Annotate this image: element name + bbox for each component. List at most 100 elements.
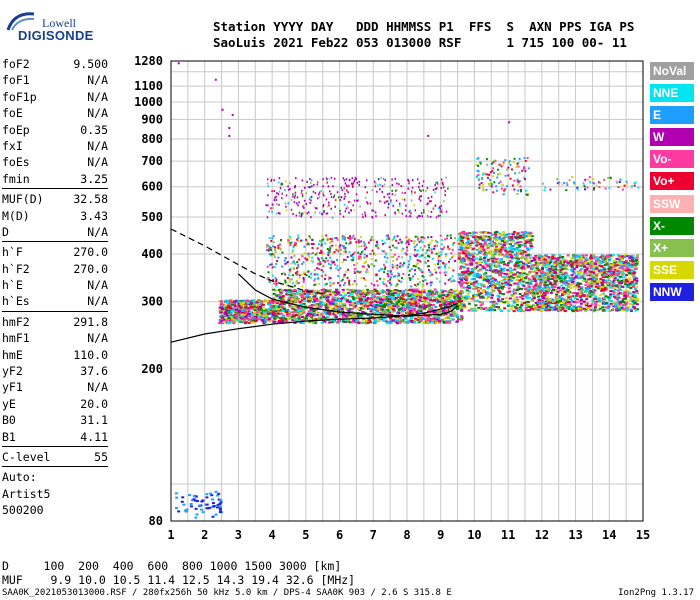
echo-point [497, 283, 501, 286]
echo-point [520, 277, 524, 280]
echo-point [571, 279, 575, 282]
echo-point [556, 301, 560, 304]
echo-point [547, 258, 551, 261]
param-row: foF2 9.500 [2, 56, 108, 72]
echo-point [459, 303, 463, 306]
echo-point [219, 321, 223, 324]
echo-point [630, 299, 634, 302]
echo-point [363, 299, 367, 302]
echo-point [341, 314, 345, 317]
echo-point [509, 277, 513, 280]
echo-point [499, 251, 503, 254]
echo-point [629, 255, 633, 258]
echo-point [554, 305, 558, 308]
echo-point [544, 309, 548, 312]
echo-point [308, 315, 312, 318]
echo-point [465, 277, 469, 280]
echo-point [299, 312, 303, 315]
echo-point [218, 300, 222, 303]
echo-point [291, 300, 295, 303]
echo-point [595, 274, 599, 277]
echo-point [561, 308, 565, 311]
echo-point [541, 305, 545, 308]
echo-point [457, 257, 461, 260]
echo-point [500, 246, 504, 249]
param-divider [2, 188, 108, 190]
echo-point [281, 319, 285, 322]
echo-point [529, 232, 533, 235]
echo-point [343, 297, 347, 300]
echo-point [411, 319, 415, 322]
echo-point [490, 275, 494, 278]
echo-point [602, 272, 606, 275]
echo-point [406, 302, 410, 305]
echo-point [547, 301, 551, 304]
echo-point [592, 291, 596, 294]
echo-point [600, 272, 604, 275]
echo-point [297, 317, 301, 320]
echo-point [506, 304, 510, 307]
echo-point [597, 304, 601, 307]
echo-point [545, 260, 549, 263]
echo-point [470, 271, 474, 274]
echo-point [553, 257, 557, 260]
echo-point [256, 303, 260, 306]
echo-point [403, 301, 407, 304]
echo-point [451, 301, 455, 304]
echo-point [351, 304, 355, 307]
echo-point [318, 316, 322, 319]
echo-point [306, 313, 310, 316]
echo-point [501, 247, 505, 250]
echo-point [297, 297, 301, 300]
echo-point [551, 265, 555, 268]
echo-point [280, 303, 284, 306]
echo-point [256, 311, 260, 314]
echo-point [428, 292, 432, 295]
echo-point [483, 261, 487, 264]
echo-point [564, 275, 568, 278]
echo-point [409, 317, 413, 320]
echo-point [445, 321, 449, 324]
echo-point [596, 272, 600, 275]
echo-point [423, 307, 427, 310]
echo-point [351, 236, 354, 239]
echo-point [475, 282, 479, 285]
echo-point [382, 298, 386, 301]
echo-point [630, 269, 634, 272]
echo-point [457, 302, 461, 305]
echo-point [427, 294, 431, 297]
echo-point [260, 312, 264, 315]
echo-point [330, 260, 333, 263]
echo-point [508, 253, 512, 256]
echo-point [567, 294, 571, 297]
echo-point [540, 307, 544, 310]
echo-point [371, 308, 375, 311]
echo-point [390, 302, 394, 305]
echo-point [474, 273, 478, 276]
echo-point [288, 304, 292, 307]
echo-point [472, 272, 476, 275]
echo-point [488, 284, 492, 287]
echo-point [572, 268, 576, 271]
echo-point [396, 315, 400, 318]
echo-point [424, 315, 428, 318]
echo-point [310, 310, 314, 313]
echo-point [272, 292, 276, 295]
echo-point [585, 274, 589, 277]
echo-point [358, 297, 362, 300]
echo-point [600, 286, 604, 289]
echo-point [264, 318, 268, 321]
echo-point [569, 277, 573, 280]
echo-point [620, 258, 624, 261]
echo-point [591, 277, 595, 280]
echo-point [300, 295, 304, 298]
echo-point [467, 309, 471, 312]
echo-point [390, 296, 394, 299]
echo-point [344, 236, 347, 239]
echo-point [567, 282, 571, 285]
echo-point [318, 305, 322, 308]
echo-point [553, 302, 557, 305]
echo-point [476, 264, 480, 267]
echo-point [451, 280, 454, 283]
echo-point [557, 272, 561, 275]
